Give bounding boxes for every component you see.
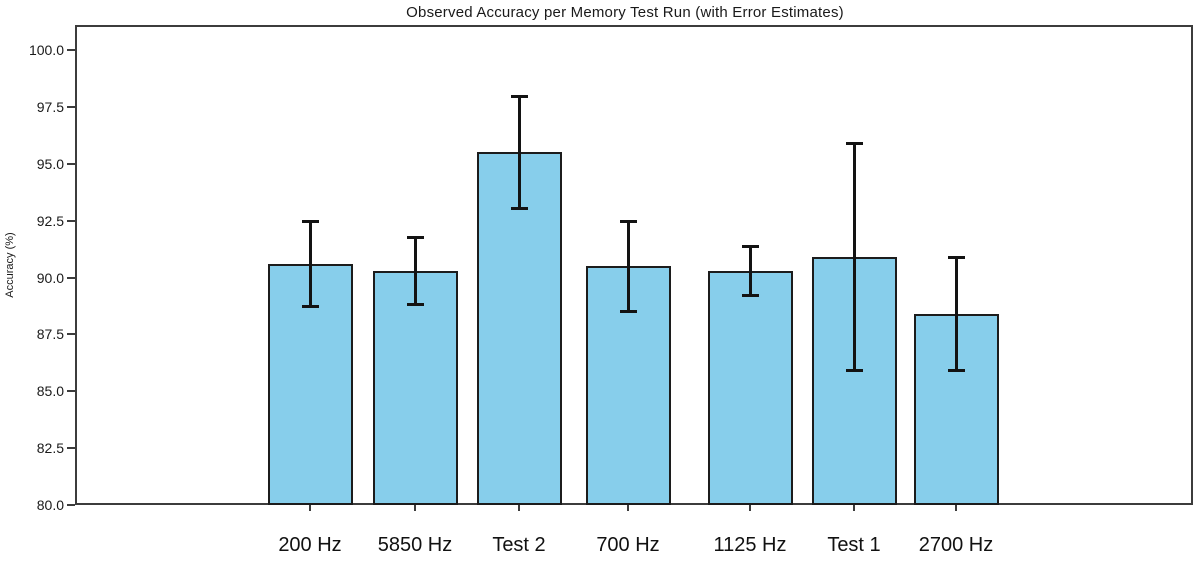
y-tick-mark [67, 49, 75, 52]
x-tick-mark [853, 505, 855, 511]
error-bar [517, 95, 521, 210]
error-bar-cap-top [510, 94, 528, 98]
error-bar [626, 220, 630, 312]
x-tick-label: 200 Hz [278, 534, 342, 556]
error-bar-cap-bottom [947, 368, 965, 372]
y-tick-mark [67, 447, 75, 450]
error-bar-cap-bottom [845, 368, 863, 372]
x-tick-label: 2700 Hz [918, 534, 994, 556]
y-tick-label: 100.0 [28, 42, 64, 59]
error-bar-cap-top [845, 142, 863, 146]
y-tick-label: 92.5 [36, 212, 64, 229]
y-tick-label: 97.5 [36, 98, 64, 115]
x-tick-label: Test 2 [492, 534, 546, 556]
x-tick-label: 700 Hz [596, 534, 660, 556]
y-tick-label: 80.0 [36, 497, 64, 513]
y-tick-mark [67, 162, 75, 165]
y-tick-mark [67, 105, 75, 108]
error-bar [413, 236, 417, 305]
y-tick-label: 82.5 [36, 440, 64, 457]
error-bar-cap-bottom [301, 305, 319, 309]
error-bar-cap-bottom [510, 207, 528, 211]
y-tick-label: 87.5 [36, 326, 64, 343]
x-tick-mark [518, 505, 520, 511]
error-bar-cap-top [406, 235, 424, 239]
y-tick-mark [67, 333, 75, 336]
x-tick-mark [749, 505, 751, 511]
y-tick-label: 90.0 [36, 269, 64, 286]
y-tick-mark [67, 276, 75, 279]
x-tick-label: 1125 Hz [713, 534, 787, 556]
error-bar-cap-bottom [619, 309, 637, 313]
error-bar-cap-top [619, 219, 637, 223]
x-tick-mark [309, 505, 311, 511]
chart-title: Observed Accuracy per Memory Test Run (w… [406, 4, 844, 21]
bar [913, 313, 999, 505]
x-tick-label: Test 1 [827, 534, 881, 556]
y-tick-mark [67, 504, 75, 506]
error-bar-cap-top [301, 219, 319, 223]
y-axis-label: Accuracy (%) [4, 232, 16, 298]
x-tick-label: 5850 Hz [377, 534, 453, 556]
error-bar [852, 143, 856, 371]
y-tick-mark [67, 390, 75, 393]
bar [476, 152, 562, 505]
bar [707, 270, 793, 505]
error-bar-cap-top [741, 244, 759, 248]
bar [372, 270, 458, 505]
error-bar-cap-top [947, 256, 965, 260]
error-bar [308, 220, 312, 308]
error-bar-cap-bottom [741, 293, 759, 297]
error-bar [954, 257, 958, 371]
y-tick-label: 85.0 [36, 383, 64, 400]
y-tick-label: 95.0 [36, 155, 64, 172]
x-tick-mark [414, 505, 416, 511]
y-tick-mark [67, 219, 75, 222]
x-tick-mark [627, 505, 629, 511]
error-bar-cap-bottom [406, 302, 424, 306]
error-bar [748, 245, 752, 296]
x-tick-mark [955, 505, 957, 511]
